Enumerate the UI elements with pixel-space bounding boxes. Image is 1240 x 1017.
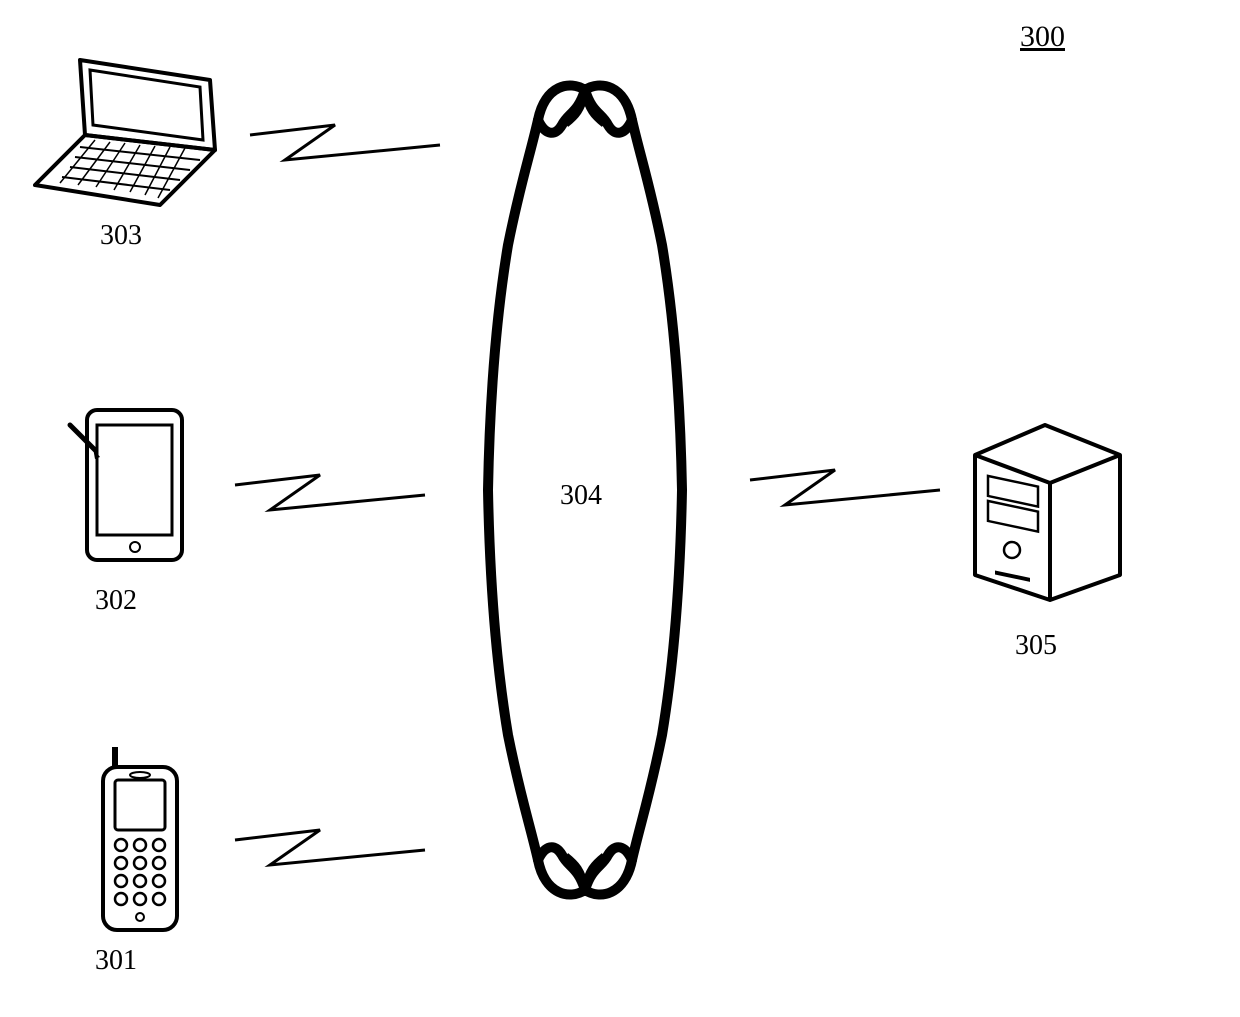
cloud-label: 304	[560, 480, 602, 512]
tablet-label: 302	[95, 585, 137, 617]
figure-number: 300	[1020, 20, 1065, 54]
phone-icon	[85, 745, 195, 935]
network-diagram: 300 303	[0, 0, 1240, 1017]
phone-label: 301	[95, 945, 137, 977]
connection-cloud-server	[745, 455, 945, 525]
server-label: 305	[1015, 630, 1057, 662]
laptop-icon	[30, 55, 220, 210]
connection-tablet-cloud	[230, 460, 430, 530]
connection-phone-cloud	[230, 815, 430, 885]
tablet-icon	[65, 395, 195, 570]
laptop-label: 303	[100, 220, 142, 252]
connection-laptop-cloud	[245, 110, 445, 180]
server-icon	[960, 415, 1135, 605]
